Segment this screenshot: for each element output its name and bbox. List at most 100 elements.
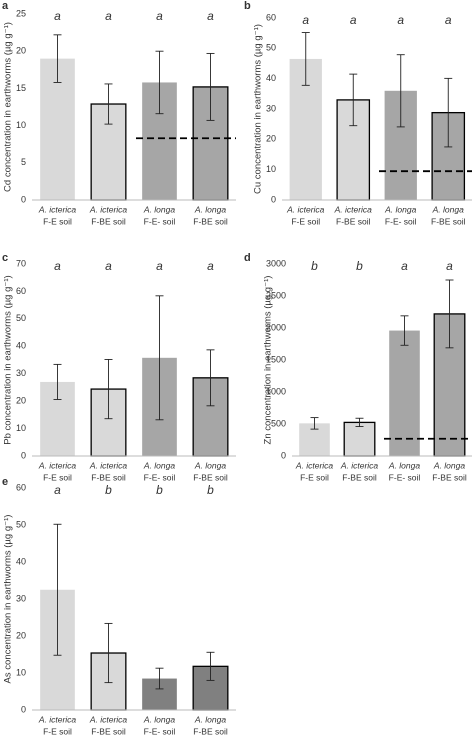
x-tick-label: A. longa — [194, 460, 226, 470]
x-tick-label: F-BE soil — [91, 216, 126, 226]
bar — [389, 330, 420, 456]
significance-letter: a — [350, 13, 357, 27]
x-tick-label: A. icterica — [89, 460, 128, 470]
y-tick-label: 60 — [16, 482, 26, 492]
y-tick-label: 30 — [16, 368, 26, 378]
x-tick-label: F-E soil — [291, 216, 320, 226]
x-tick-label: F-E- soil — [389, 472, 421, 482]
panel-label: e — [2, 476, 8, 488]
x-tick-label: F-BE soil — [342, 472, 377, 482]
y-tick-label: 70 — [16, 258, 26, 268]
y-axis-label: Cd concentration in earthworms (µg g⁻¹) — [3, 22, 14, 192]
significance-letter: b — [356, 259, 363, 273]
y-tick-label: 20 — [266, 134, 276, 144]
x-tick-label: A. longa — [194, 714, 226, 724]
x-tick-label: F-E- soil — [144, 216, 176, 226]
x-tick-label: A. icterica — [38, 204, 77, 214]
y-tick-label: 20 — [16, 396, 26, 406]
significance-letter: a — [54, 483, 61, 497]
significance-letter: a — [401, 259, 408, 273]
x-tick-label: F-BE soil — [193, 726, 228, 736]
y-tick-label: 40 — [266, 73, 276, 83]
x-tick-label: A. longa — [143, 460, 175, 470]
y-tick-label: 10 — [16, 423, 26, 433]
x-tick-label: A. longa — [433, 460, 465, 470]
x-tick-label: A. icterica — [286, 204, 325, 214]
x-tick-label: A. longa — [388, 460, 420, 470]
y-axis-label: Zn concentration in earthworms (µg g⁻¹) — [263, 276, 274, 445]
y-tick-label: 3000 — [266, 258, 286, 268]
x-tick-label: F-E soil — [43, 472, 72, 482]
x-tick-label: A. longa — [432, 204, 464, 214]
y-tick-label: 40 — [16, 556, 26, 566]
x-tick-label: A. icterica — [340, 460, 379, 470]
x-tick-label: F-BE soil — [91, 726, 126, 736]
y-tick-label: 25 — [16, 8, 26, 18]
x-tick-label: A. longa — [384, 204, 416, 214]
y-tick-label: 60 — [16, 286, 26, 296]
panel-label: c — [2, 252, 8, 264]
significance-letter: a — [397, 13, 404, 27]
chart-panel: e As concentration in earthworms (µg g⁻¹)… — [2, 476, 236, 736]
x-tick-label: F-BE soil — [91, 472, 126, 482]
y-tick-label: 2000 — [266, 322, 286, 332]
chart-panel: a Cd concentration in earthworms (µg g⁻¹)… — [2, 0, 236, 226]
x-tick-label: F-BE soil — [431, 216, 466, 226]
chart-panel: d Zn concentration in earthworms (µg g⁻¹)… — [244, 252, 472, 482]
x-tick-label: F-E soil — [43, 216, 72, 226]
significance-letter: b — [207, 483, 214, 497]
x-tick-label: F-BE soil — [193, 216, 228, 226]
chart-panel: b Cu concentration in earthworms (µg g⁻¹)… — [244, 0, 472, 226]
y-tick-label: 30 — [266, 103, 276, 113]
y-axis-label: Pb concentration in earthworms (µg g⁻¹) — [3, 275, 14, 444]
significance-letter: a — [445, 13, 452, 27]
x-tick-label: A. icterica — [38, 460, 77, 470]
x-tick-label: A. icterica — [295, 460, 334, 470]
y-axis-label: Cu concentration in earthworms (µg g⁻¹) — [253, 24, 264, 194]
significance-letter: b — [105, 483, 112, 497]
significance-letter: a — [105, 259, 112, 273]
x-tick-label: A. longa — [194, 204, 226, 214]
x-tick-label: A. longa — [143, 714, 175, 724]
y-tick-label: 0 — [21, 450, 26, 460]
y-tick-label: 30 — [16, 593, 26, 603]
x-tick-label: A. icterica — [89, 714, 128, 724]
y-tick-label: 2500 — [266, 290, 286, 300]
panel-label: d — [244, 252, 251, 264]
significance-letter: a — [105, 9, 112, 23]
y-tick-label: 0 — [271, 194, 276, 204]
y-tick-label: 10 — [266, 164, 276, 174]
significance-letter: b — [156, 483, 163, 497]
x-tick-label: F-BE soil — [336, 216, 371, 226]
x-tick-label: F-E- soil — [144, 726, 176, 736]
y-tick-label: 10 — [16, 667, 26, 677]
y-tick-label: 10 — [16, 120, 26, 130]
significance-letter: b — [311, 259, 318, 273]
significance-letter: a — [207, 9, 214, 23]
significance-letter: a — [54, 9, 61, 23]
y-tick-label: 1000 — [266, 386, 286, 396]
x-tick-label: F-BE soil — [432, 472, 467, 482]
y-tick-label: 50 — [16, 519, 26, 529]
x-tick-label: A. icterica — [89, 204, 128, 214]
significance-letter: a — [207, 259, 214, 273]
y-tick-label: 15 — [16, 83, 26, 93]
bar — [343, 421, 376, 457]
x-tick-label: F-E soil — [43, 726, 72, 736]
y-tick-label: 1500 — [266, 354, 286, 364]
x-tick-label: F-E- soil — [385, 216, 417, 226]
y-axis-label: As concentration in earthworms (µg g⁻¹) — [3, 515, 14, 684]
x-tick-label: F-E soil — [300, 472, 329, 482]
significance-letter: a — [156, 9, 163, 23]
panel-label: a — [2, 0, 9, 12]
y-tick-label: 50 — [266, 43, 276, 53]
panel-label: b — [244, 0, 251, 12]
y-tick-label: 50 — [16, 313, 26, 323]
significance-letter: a — [446, 259, 453, 273]
x-tick-label: A. icterica — [38, 714, 77, 724]
x-tick-label: F-E- soil — [144, 472, 176, 482]
y-tick-label: 20 — [16, 46, 26, 56]
y-tick-label: 5 — [21, 157, 26, 167]
significance-letter: a — [302, 13, 309, 27]
